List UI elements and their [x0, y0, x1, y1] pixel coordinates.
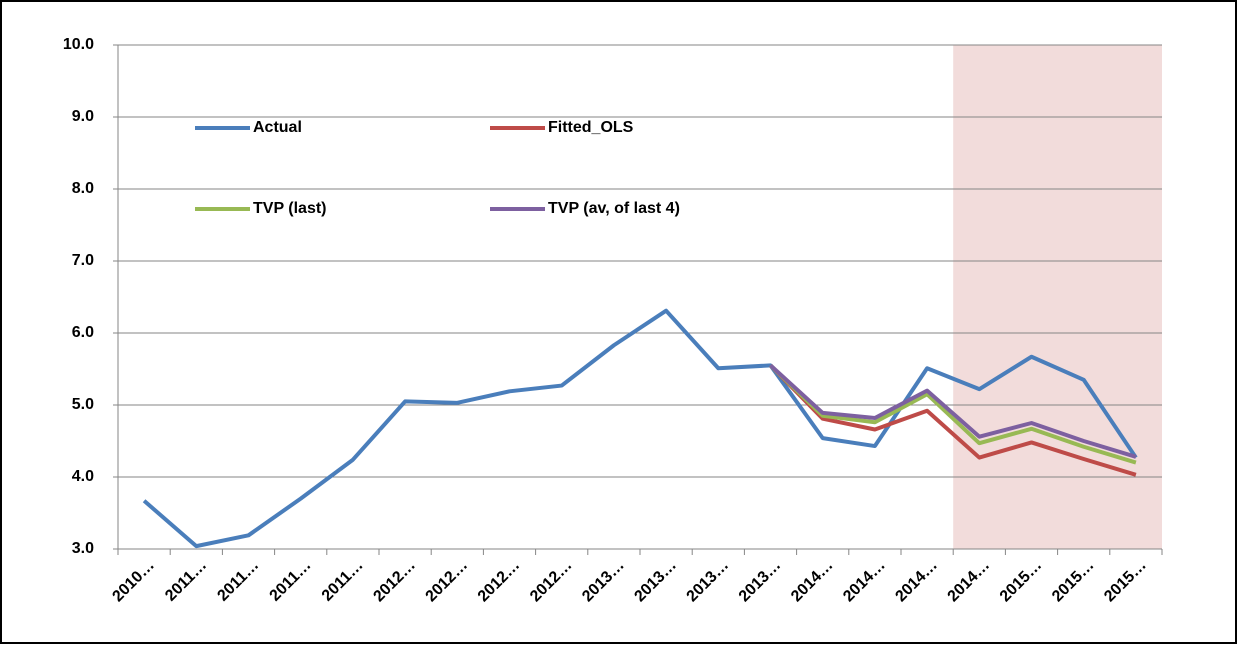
- y-tick-label: 10.0: [63, 36, 94, 53]
- y-tick-label: 8.0: [72, 180, 94, 197]
- legend-label: Actual: [253, 119, 302, 136]
- legend-label: TVP (last): [253, 200, 327, 217]
- series-line: [769, 363, 1137, 465]
- series-line: [142, 308, 1138, 549]
- y-tick-label: 4.0: [72, 468, 94, 485]
- y-tick-label: 5.0: [72, 396, 94, 413]
- y-tick-label: 9.0: [72, 108, 94, 125]
- legend-label: Fitted_OLS: [548, 119, 634, 136]
- y-tick-label: 6.0: [72, 324, 94, 341]
- series-line: [769, 364, 1137, 477]
- y-tick-label: 3.0: [72, 540, 94, 557]
- series-line: [769, 363, 1137, 459]
- legend-label: TVP (av, of last 4): [548, 200, 680, 217]
- forecast-shade: [953, 45, 1162, 549]
- y-tick-label: 7.0: [72, 252, 94, 269]
